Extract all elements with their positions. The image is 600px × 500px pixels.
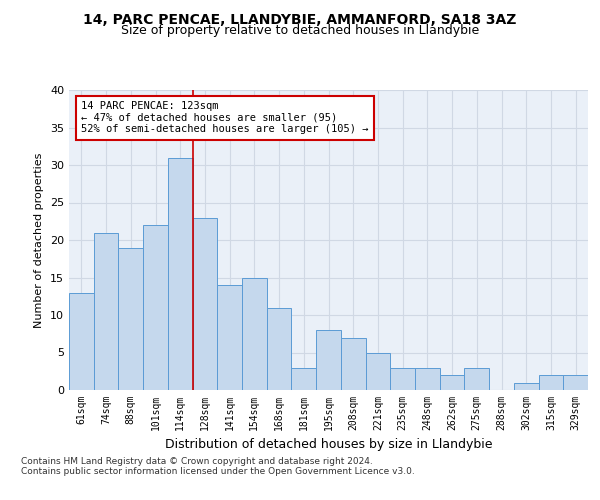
Bar xyxy=(118,248,143,390)
Text: Size of property relative to detached houses in Llandybie: Size of property relative to detached ho… xyxy=(121,24,479,37)
Bar xyxy=(292,368,316,390)
Text: 14 PARC PENCAE: 123sqm
← 47% of detached houses are smaller (95)
52% of semi-det: 14 PARC PENCAE: 123sqm ← 47% of detached… xyxy=(82,101,369,134)
X-axis label: Distribution of detached houses by size in Llandybie: Distribution of detached houses by size … xyxy=(165,438,492,452)
Bar xyxy=(539,375,563,390)
Bar xyxy=(563,375,588,390)
Text: Contains HM Land Registry data © Crown copyright and database right 2024.: Contains HM Land Registry data © Crown c… xyxy=(21,458,373,466)
Bar xyxy=(217,285,242,390)
Text: Contains public sector information licensed under the Open Government Licence v3: Contains public sector information licen… xyxy=(21,468,415,476)
Bar xyxy=(316,330,341,390)
Bar xyxy=(168,158,193,390)
Bar xyxy=(94,232,118,390)
Bar xyxy=(267,308,292,390)
Y-axis label: Number of detached properties: Number of detached properties xyxy=(34,152,44,328)
Bar xyxy=(514,382,539,390)
Text: 14, PARC PENCAE, LLANDYBIE, AMMANFORD, SA18 3AZ: 14, PARC PENCAE, LLANDYBIE, AMMANFORD, S… xyxy=(83,12,517,26)
Bar xyxy=(143,225,168,390)
Bar xyxy=(415,368,440,390)
Bar xyxy=(193,218,217,390)
Bar xyxy=(341,338,365,390)
Bar xyxy=(440,375,464,390)
Bar xyxy=(365,352,390,390)
Bar xyxy=(242,278,267,390)
Bar xyxy=(464,368,489,390)
Bar xyxy=(390,368,415,390)
Bar xyxy=(69,292,94,390)
